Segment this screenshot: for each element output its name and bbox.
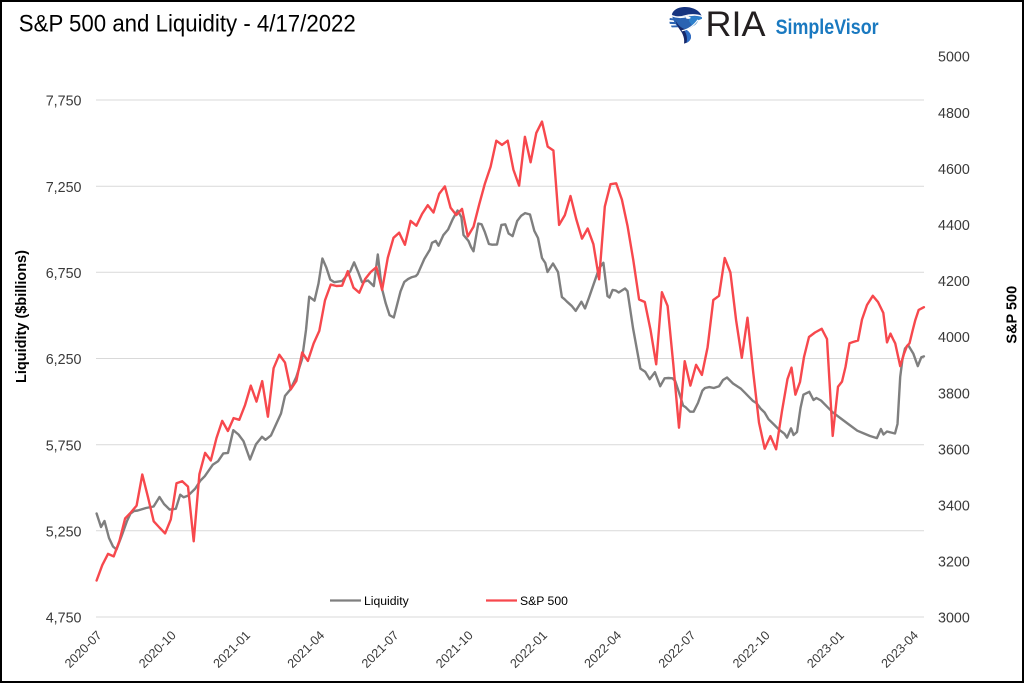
svg-text:4400: 4400 — [938, 218, 970, 234]
svg-text:6,250: 6,250 — [46, 352, 82, 368]
svg-text:SimpleVisor: SimpleVisor — [776, 16, 879, 39]
svg-text:4600: 4600 — [938, 162, 970, 178]
svg-text:4,750: 4,750 — [46, 611, 82, 627]
svg-text:4000: 4000 — [938, 330, 970, 346]
svg-text:4200: 4200 — [938, 274, 970, 290]
svg-text:4800: 4800 — [938, 106, 970, 122]
svg-text:5000: 5000 — [938, 50, 970, 66]
svg-text:3600: 3600 — [938, 442, 970, 458]
svg-text:S&P 500: S&P 500 — [1005, 286, 1021, 344]
svg-text:S&P 500 and Liquidity - 4/17/2: S&P 500 and Liquidity - 4/17/2022 — [19, 10, 356, 37]
svg-text:6,750: 6,750 — [46, 266, 82, 282]
svg-text:3000: 3000 — [938, 611, 970, 627]
svg-text:Liquidity: Liquidity — [364, 594, 410, 608]
svg-text:7,250: 7,250 — [46, 180, 82, 196]
svg-text:3400: 3400 — [938, 499, 970, 515]
svg-text:3800: 3800 — [938, 386, 970, 402]
svg-text:RIA: RIA — [706, 4, 766, 44]
svg-text:5,750: 5,750 — [46, 438, 82, 454]
svg-text:7,750: 7,750 — [46, 94, 82, 110]
svg-text:3200: 3200 — [938, 555, 970, 571]
svg-text:Liquidity ($billions): Liquidity ($billions) — [14, 250, 30, 383]
svg-text:S&P 500: S&P 500 — [520, 594, 568, 608]
svg-text:5,250: 5,250 — [46, 525, 82, 541]
